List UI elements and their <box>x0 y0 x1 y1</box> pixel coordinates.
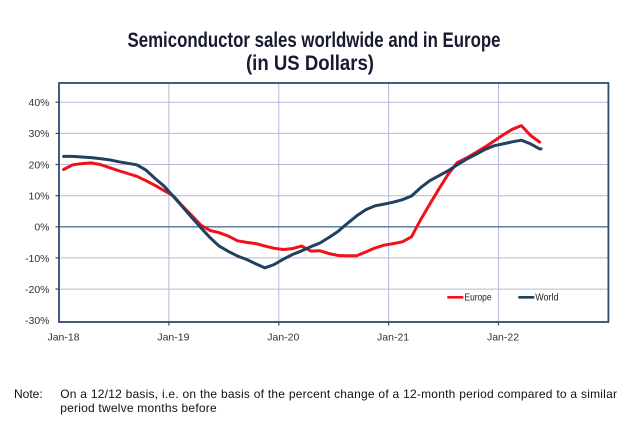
svg-text:Jan-22: Jan-22 <box>487 331 519 343</box>
svg-text:Jan-20: Jan-20 <box>267 331 299 343</box>
svg-text:40%: 40% <box>28 97 49 109</box>
svg-text:World: World <box>535 292 558 303</box>
svg-text:-20%: -20% <box>25 284 50 296</box>
svg-text:Jan-18: Jan-18 <box>47 331 79 343</box>
svg-text:0%: 0% <box>34 222 49 234</box>
svg-text:-30%: -30% <box>25 315 50 327</box>
svg-text:Semiconductor sales worldwide: Semiconductor sales worldwide and in Eur… <box>128 29 501 52</box>
svg-text:Jan-21: Jan-21 <box>377 331 409 343</box>
svg-text:-10%: -10% <box>25 253 50 265</box>
svg-text:10%: 10% <box>28 191 49 203</box>
svg-text:20%: 20% <box>28 159 49 171</box>
svg-text:(in US Dollars): (in US Dollars) <box>246 52 374 75</box>
svg-text:Europe: Europe <box>465 292 492 303</box>
svg-text:Jan-19: Jan-19 <box>157 331 189 343</box>
svg-text:30%: 30% <box>28 128 49 140</box>
